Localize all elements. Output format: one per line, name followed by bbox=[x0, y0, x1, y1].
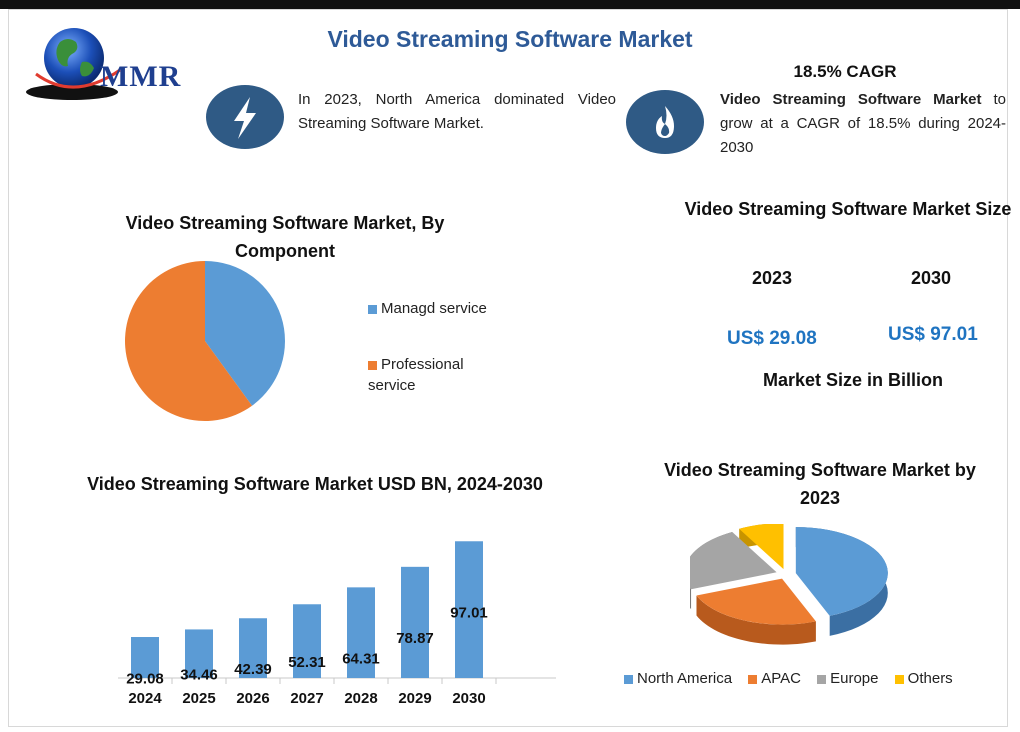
market-size-year-2030: 2030 bbox=[911, 268, 952, 288]
bar-2026 bbox=[239, 618, 267, 678]
legend-label-professional: Professional service bbox=[368, 356, 464, 394]
market-size-title: Video Streaming Software Market Size bbox=[684, 199, 1012, 219]
left-info-text: In 2023, North America dominated Video S… bbox=[298, 91, 616, 132]
component-chart-title: Video Streaming Software Market, By Comp… bbox=[125, 213, 445, 261]
cagr-heading: 18.5% CAGR bbox=[793, 62, 897, 81]
pie3d-slice-apac bbox=[696, 578, 816, 625]
bar-chart-title: Video Streaming Software Market USD BN, … bbox=[87, 474, 543, 494]
lightning-bolt-icon bbox=[234, 97, 256, 139]
right-info-body: to grow at a CAGR of 18.5% during 2024-2… bbox=[720, 91, 1006, 156]
legend-swatch-others bbox=[894, 674, 904, 684]
content-frame bbox=[8, 9, 1008, 727]
legend-swatch-orange bbox=[368, 360, 377, 370]
bar-data-label-2027: 52.31 bbox=[288, 654, 326, 671]
market-size-value-2023: US$ 29.08 bbox=[727, 328, 817, 349]
x-tick-label-2030: 2030 bbox=[452, 690, 485, 707]
bar-data-label-2030: 97.01 bbox=[450, 604, 488, 621]
logo-text: MMR bbox=[100, 60, 182, 93]
legend-label-europe: Europe bbox=[830, 670, 879, 687]
right-info-text: Video Streaming Software Market to grow … bbox=[720, 88, 1006, 160]
pie-slice-professional-service bbox=[125, 261, 253, 421]
legend-swatch-apac bbox=[748, 674, 758, 684]
pie3d-slice-others bbox=[739, 524, 784, 570]
legend-item-others: Others bbox=[894, 670, 953, 687]
pie-slice-managd-service bbox=[205, 261, 285, 406]
x-tick-label-2028: 2028 bbox=[344, 690, 377, 707]
bar-2025 bbox=[185, 629, 213, 678]
component-pie-chart bbox=[125, 261, 285, 421]
pie3d-slice-north-america bbox=[795, 527, 888, 616]
bar-data-label-2026: 42.39 bbox=[234, 661, 272, 678]
legend-item-north-america: North America bbox=[624, 670, 732, 687]
region-chart-title: Video Streaming Software Market by 2023 bbox=[664, 460, 976, 508]
legend-item-apac: APAC bbox=[748, 670, 801, 687]
bar-2029 bbox=[401, 566, 429, 678]
legend-label-others: Others bbox=[907, 670, 953, 687]
x-tick-label-2029: 2029 bbox=[398, 690, 431, 707]
bar-2028 bbox=[347, 587, 375, 678]
legend-item-europe: Europe bbox=[817, 670, 879, 687]
legend-label-apac: APAC bbox=[761, 670, 801, 687]
page-title: Video Streaming Software Market bbox=[327, 26, 693, 52]
legend-swatch-blue bbox=[368, 304, 377, 314]
bar-data-label-2028: 64.31 bbox=[342, 650, 380, 667]
market-size-value-2030: US$ 97.01 bbox=[888, 324, 978, 345]
x-tick-label-2027: 2027 bbox=[290, 690, 323, 707]
left-info-badge bbox=[206, 85, 284, 149]
legend-swatch-europe bbox=[817, 674, 827, 684]
component-legend-professional: Professional service bbox=[368, 354, 488, 396]
market-size-unit: Market Size in Billion bbox=[762, 370, 944, 390]
legend-label-managed: Managd service bbox=[381, 300, 487, 317]
legend-label-north-america: North America bbox=[637, 670, 733, 687]
bar-data-label-2029: 78.87 bbox=[396, 630, 434, 647]
bar-2027 bbox=[293, 604, 321, 678]
right-info-badge bbox=[626, 90, 704, 154]
legend-swatch-north-america bbox=[624, 674, 633, 684]
globe-logo-icon bbox=[26, 28, 121, 100]
right-info-bold: Video Streaming Software Market bbox=[720, 91, 982, 108]
market-size-year-2023: 2023 bbox=[752, 268, 793, 288]
bar-2030 bbox=[455, 541, 483, 678]
flame-icon bbox=[656, 106, 674, 138]
pie3d-wall-apac bbox=[696, 595, 816, 645]
component-legend-managed: Managd service bbox=[368, 298, 487, 319]
region-pie-chart bbox=[690, 524, 888, 645]
market-bar-chart: 29.08 2024 34.46 2025 42.39 2026 52.31 2027 64.3… bbox=[118, 541, 556, 707]
top-bar bbox=[0, 0, 1020, 9]
region-legend: North America APAC Europe Others bbox=[624, 670, 965, 687]
x-tick-label-2025: 2025 bbox=[182, 690, 215, 707]
x-tick-label-2026: 2026 bbox=[236, 690, 269, 707]
bar-2024 bbox=[131, 637, 159, 678]
pie3d-slice-europe bbox=[690, 531, 777, 590]
bar-data-label-2024: 29.08 bbox=[126, 671, 164, 688]
x-tick-label-2024: 2024 bbox=[128, 690, 162, 707]
bar-data-label-2025: 34.46 bbox=[180, 667, 218, 684]
